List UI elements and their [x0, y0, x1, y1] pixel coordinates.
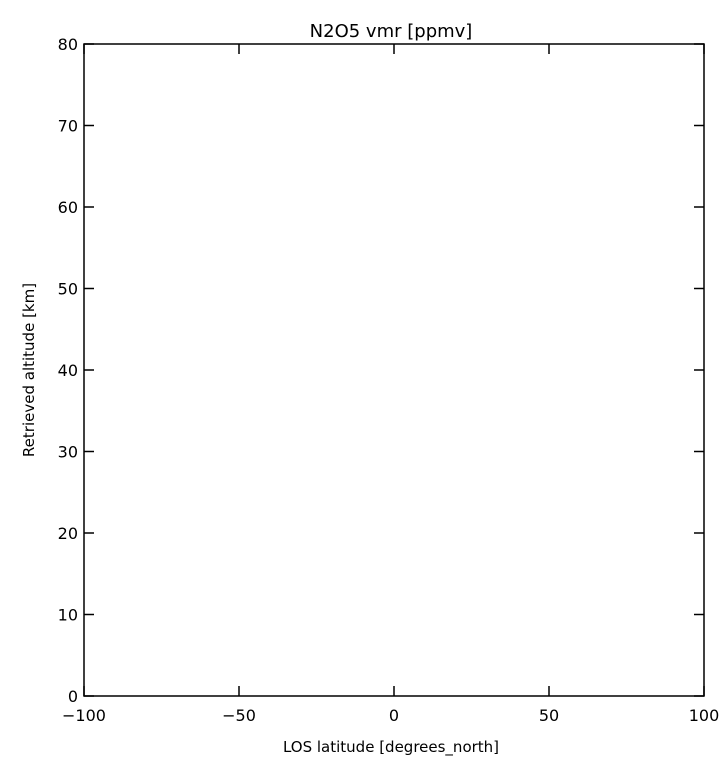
- plot-frame: [83, 43, 705, 697]
- y-tick-label: 70: [58, 117, 78, 136]
- x-tick-label: 50: [539, 706, 559, 725]
- y-tick-label: 80: [58, 35, 78, 54]
- y-tick-label: 10: [58, 606, 78, 625]
- x-axis-ticks: −100 −50 0 50 100: [62, 44, 719, 725]
- x-tick-label: −100: [62, 706, 106, 725]
- chart-title: N2O5 vmr [ppmv]: [310, 21, 473, 42]
- y-tick-label: 20: [58, 524, 78, 543]
- x-axis-title: LOS latitude [degrees_north]: [283, 738, 499, 757]
- x-tick-label: 0: [389, 706, 399, 725]
- y-tick-label: 40: [58, 361, 78, 380]
- y-tick-label: 60: [58, 198, 78, 217]
- y-tick-label: 0: [68, 687, 78, 706]
- x-tick-label: −50: [222, 706, 256, 725]
- y-tick-label: 50: [58, 280, 78, 299]
- x-tick-label: 100: [689, 706, 720, 725]
- y-tick-label: 30: [58, 443, 78, 462]
- y-axis-ticks: 0 10 20 30 40 50 60 70 80: [58, 35, 704, 706]
- y-axis-title: Retrieved altitude [km]: [20, 283, 38, 457]
